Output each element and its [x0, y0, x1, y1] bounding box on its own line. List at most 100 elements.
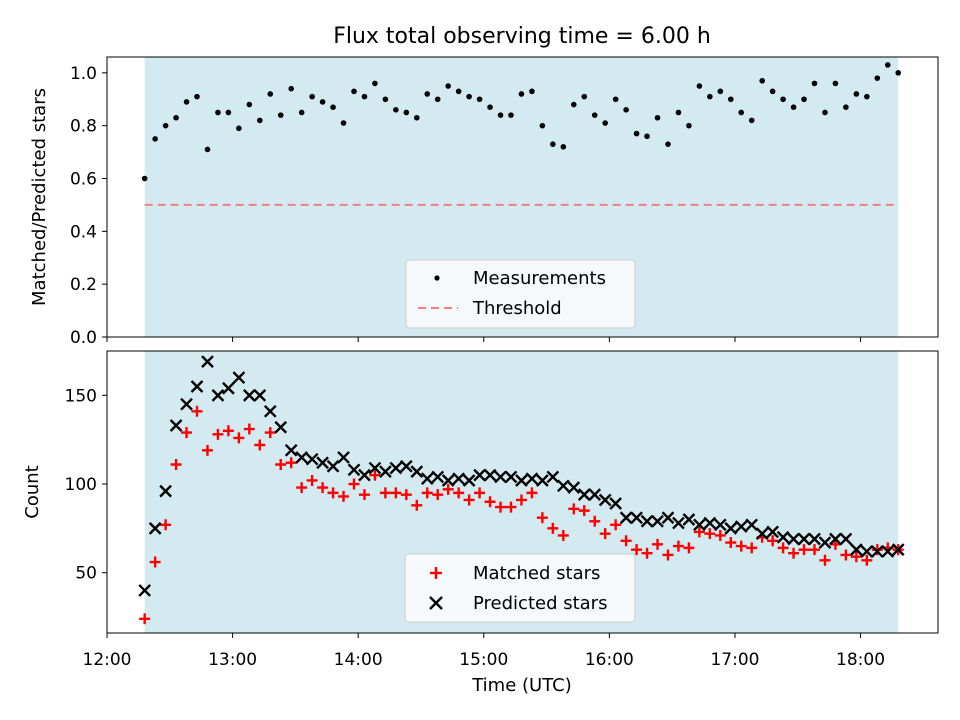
predicted-star-point	[640, 514, 654, 528]
matched-star-point	[379, 487, 391, 499]
predicted-star-point	[441, 474, 455, 487]
matched-star-point	[526, 487, 538, 499]
predicted-star-point	[452, 472, 466, 486]
measurement-point	[864, 93, 870, 100]
y-tick-label: 0.8	[70, 117, 97, 137]
predicted-star-point	[577, 488, 591, 502]
measurement-point	[497, 112, 504, 118]
measurement-point	[162, 122, 169, 129]
matched-star-point	[704, 528, 716, 540]
matched-star-point	[212, 428, 224, 440]
measurement-point	[539, 122, 546, 129]
matched-star-point	[557, 529, 569, 541]
predicted-star-point	[829, 532, 842, 546]
measurement-point	[665, 141, 671, 147]
measurement-point	[811, 80, 818, 87]
matched-star-point	[139, 613, 151, 625]
matched-star-point	[442, 483, 454, 495]
predicted-star-point	[263, 404, 277, 418]
measurement-point	[529, 88, 535, 95]
matched-star-point	[243, 423, 255, 435]
predicted-star-point	[211, 388, 225, 402]
measurement-point	[895, 70, 902, 76]
measurement-point	[141, 175, 148, 182]
predicted-star-point	[232, 371, 246, 384]
predicted-star-point	[734, 520, 748, 533]
predicted-star-point	[567, 481, 581, 494]
measurement-point	[225, 109, 232, 116]
matched-star-point	[275, 459, 287, 471]
predicted-star-point	[651, 514, 664, 528]
matched-star-point	[589, 515, 601, 527]
matched-star-point	[160, 519, 172, 531]
matched-star-point	[149, 556, 161, 568]
measurement-point	[843, 104, 849, 110]
matched-star-point	[547, 522, 559, 534]
predicted-star-point	[222, 381, 235, 395]
matched-star-point	[599, 528, 611, 540]
measurement-point	[204, 146, 211, 153]
matched-star-point	[474, 487, 486, 499]
legend-marker-measurements	[434, 275, 440, 281]
predicted-star-point	[787, 532, 800, 546]
matched-star-point	[170, 459, 182, 471]
predicted-star-point	[169, 419, 183, 432]
matched-star-point	[317, 482, 329, 494]
matched-star-point	[725, 537, 737, 549]
matched-star-point	[568, 503, 580, 515]
matched-star-point	[631, 544, 643, 556]
measurement-point	[183, 99, 190, 105]
measurement-point	[424, 91, 431, 97]
predicted-star-point	[713, 518, 727, 532]
measurement-point	[727, 96, 734, 103]
y-tick-label: 50	[75, 564, 97, 584]
y-tick-label: 0.0	[70, 328, 97, 348]
matched-star-point	[306, 474, 318, 486]
predicted-star-point	[358, 468, 371, 482]
predicted-star-point	[703, 516, 717, 530]
predicted-star-point	[850, 543, 863, 556]
predicted-star-point	[693, 518, 706, 532]
predicted-star-point	[881, 545, 895, 558]
y-tick-label: 0.6	[70, 170, 97, 190]
matched-star-point	[871, 544, 883, 556]
predicted-star-point	[316, 456, 329, 470]
predicted-star-point	[326, 459, 340, 473]
matched-star-point	[767, 535, 779, 547]
x-tick-label: 14:00	[334, 650, 383, 670]
y-tick-label: 150	[65, 386, 97, 406]
predicted-star-point	[494, 470, 507, 484]
matched-star-point	[296, 482, 308, 494]
predicted-star-point	[870, 545, 884, 558]
matched-star-point	[285, 457, 297, 469]
legend-label-matched: Matched stars	[473, 563, 600, 584]
matched-star-point	[191, 405, 203, 417]
matched-star-point	[693, 526, 705, 538]
measurement-point	[330, 104, 336, 110]
measurement-point	[236, 125, 242, 132]
measurement-point	[675, 109, 682, 116]
matched-star-point	[798, 544, 810, 556]
predicted-star-point	[860, 545, 874, 558]
predicted-star-point	[473, 468, 486, 482]
x-tick-label: 12:00	[83, 650, 132, 670]
predicted-star-point	[619, 511, 633, 525]
predicted-star-point	[755, 527, 769, 541]
measurement-point	[351, 88, 357, 95]
predicted-star-point	[661, 511, 675, 525]
measurement-point	[277, 112, 284, 118]
measurement-point	[581, 93, 588, 100]
predicted-star-point	[525, 472, 539, 486]
predicted-star-point	[682, 513, 696, 526]
matched-star-point	[788, 547, 800, 559]
measurement-point	[633, 130, 640, 137]
measurement-point	[319, 99, 326, 105]
measurement-point	[445, 83, 451, 89]
predicted-star-point	[399, 459, 413, 473]
measurement-point	[738, 109, 745, 116]
predicted-star-point	[839, 532, 853, 546]
predicted-star-point	[462, 474, 476, 487]
predicted-star-point	[305, 452, 319, 466]
measurement-point	[372, 80, 378, 87]
predicted-star-point	[630, 511, 643, 525]
